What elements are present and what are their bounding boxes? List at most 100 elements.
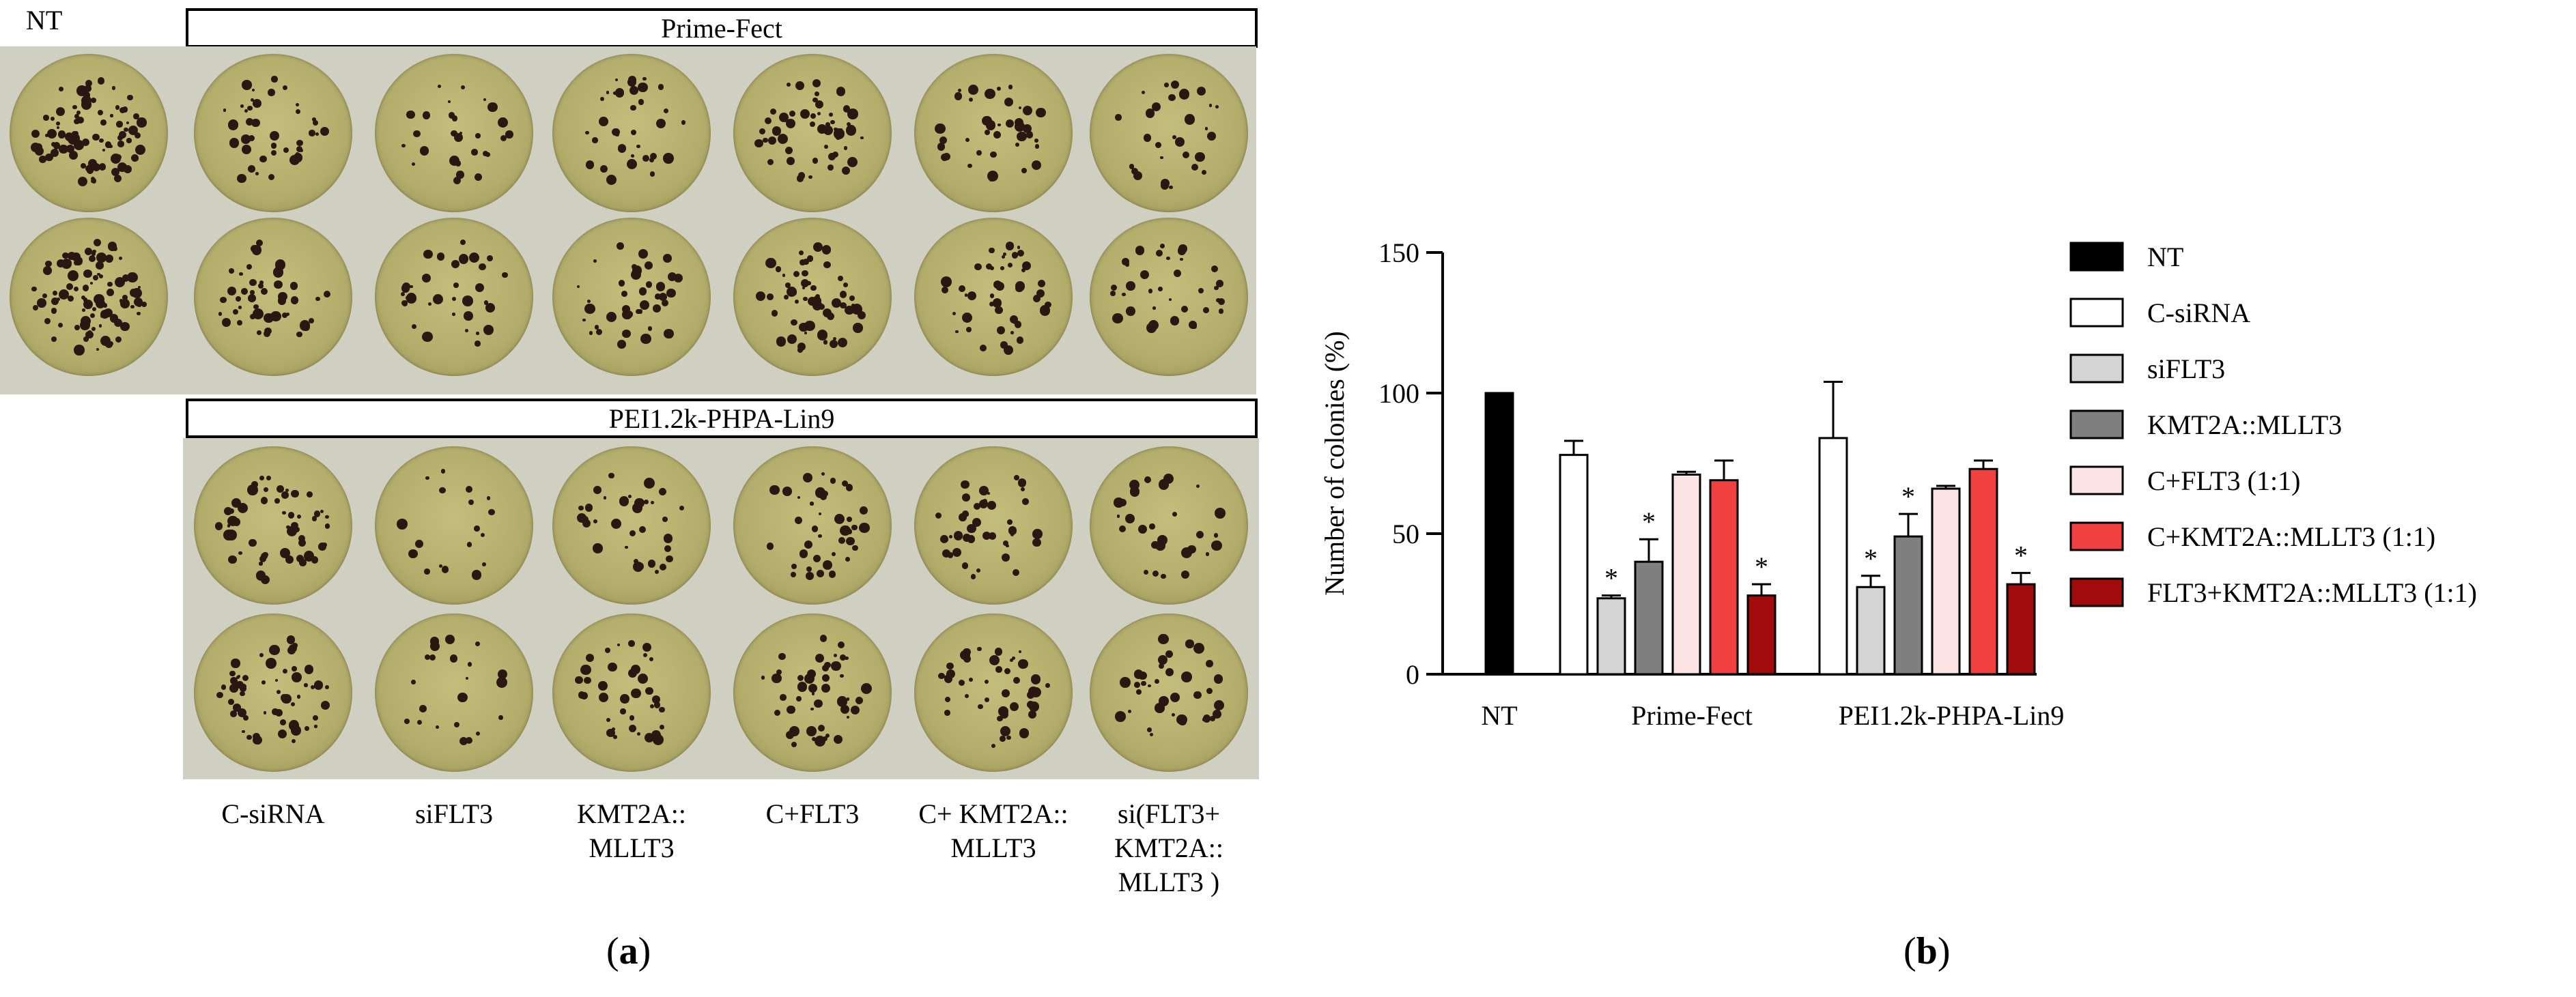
significance-marker: *: [1755, 551, 1768, 582]
colony-dot: [945, 697, 951, 703]
colony-dot: [617, 340, 626, 349]
colony-dot: [657, 84, 664, 90]
colony-dot: [812, 242, 823, 252]
colony-dot: [1214, 285, 1219, 291]
colony-dot: [250, 290, 255, 295]
colony-dot: [997, 326, 1006, 335]
colony-dot: [799, 549, 808, 558]
colony-dot: [67, 252, 76, 261]
colony-dot: [1158, 478, 1170, 490]
colony-dot: [43, 115, 50, 121]
colony-dot: [1202, 170, 1207, 175]
colony-dot: [429, 637, 440, 647]
colony-dot: [270, 149, 277, 156]
colony-dot: [802, 286, 806, 289]
colony-dot: [413, 130, 421, 138]
colony-dot: [325, 684, 330, 689]
colony-dot: [1034, 144, 1040, 149]
colony-dot: [57, 130, 66, 139]
colony-dot: [496, 676, 507, 688]
colony-dot: [997, 87, 1002, 91]
colony-dot: [836, 87, 846, 96]
colony-dot: [815, 293, 821, 299]
colony-dot: [91, 326, 96, 331]
colony-dot: [1145, 109, 1155, 118]
colony-dot: [299, 149, 303, 153]
colony-dot: [655, 293, 661, 300]
colony-dot: [989, 654, 1000, 665]
colony-dot: [819, 635, 827, 643]
colony-dot: [132, 287, 143, 298]
colony-dot: [66, 283, 74, 290]
colony-dot: [282, 668, 287, 674]
colony-dot: [1010, 659, 1014, 663]
colony-dot: [621, 304, 631, 314]
colony-dot: [126, 121, 130, 125]
colony-dot: [659, 706, 665, 713]
colony-dot: [1214, 507, 1226, 519]
colony-dot: [614, 78, 618, 81]
colony-dot: [232, 308, 239, 315]
colony-dot: [802, 258, 809, 265]
well: [1090, 613, 1248, 772]
colony-dot: [632, 265, 642, 276]
well: [194, 613, 352, 772]
colony-dot: [1032, 538, 1041, 547]
colony-dot: [608, 662, 617, 672]
bar: [1634, 560, 1664, 676]
colony-dot: [251, 245, 259, 253]
colony-dot: [1195, 484, 1200, 488]
colony-dot: [644, 499, 649, 504]
colony-dot: [475, 731, 480, 736]
colony-dot: [271, 76, 278, 83]
colony-dot: [576, 513, 587, 523]
colony-dot: [846, 516, 852, 522]
colony-dot: [1144, 569, 1149, 575]
colony-dot: [245, 118, 254, 126]
colony-dot: [810, 707, 814, 711]
colony-dot: [1160, 181, 1170, 190]
colony-dot: [238, 551, 242, 555]
colony-dot: [1000, 736, 1006, 742]
colony-dot: [281, 491, 289, 499]
colony-dot: [813, 699, 823, 708]
colony-dot: [98, 324, 102, 328]
colony-dot: [475, 133, 481, 139]
colony-dot: [1206, 131, 1217, 141]
colony-dot: [244, 109, 249, 113]
colony-dot: [1135, 245, 1145, 255]
colony-dot: [847, 156, 858, 167]
colony-dot: [1128, 710, 1131, 714]
colony-dot: [991, 743, 995, 748]
colony-dot: [815, 100, 823, 109]
colony-dot: [134, 132, 141, 139]
colony-dot: [962, 533, 972, 542]
colony-dot: [1018, 650, 1022, 654]
colony-dot: [1170, 692, 1180, 703]
y-axis-label: Number of colonies (%): [1319, 331, 1350, 596]
column-label: C-siRNA: [221, 798, 325, 829]
colony-dot: [655, 118, 666, 129]
colony-dot: [79, 319, 90, 330]
colony-dot: [62, 252, 69, 259]
colony-dot: [630, 154, 635, 158]
colony-dot: [77, 177, 87, 187]
colony-dot: [598, 117, 608, 127]
colony-dot: [462, 295, 473, 306]
colony-dot: [802, 473, 812, 483]
colony-dot: [993, 131, 1001, 139]
colony-dot: [821, 490, 828, 497]
colony-dot: [1122, 258, 1129, 265]
colony-dot: [620, 708, 626, 714]
colony-dot: [810, 121, 816, 128]
colony-dot: [830, 478, 836, 485]
colony-dot: [286, 635, 296, 644]
colony-dot: [130, 305, 135, 309]
colony-dot: [223, 506, 233, 516]
colony-dot: [137, 301, 142, 307]
colony-dot: [940, 276, 952, 287]
colony-dot: [834, 127, 838, 132]
colony-dot: [74, 118, 81, 125]
colony-dot: [846, 536, 855, 545]
well: [552, 613, 711, 772]
